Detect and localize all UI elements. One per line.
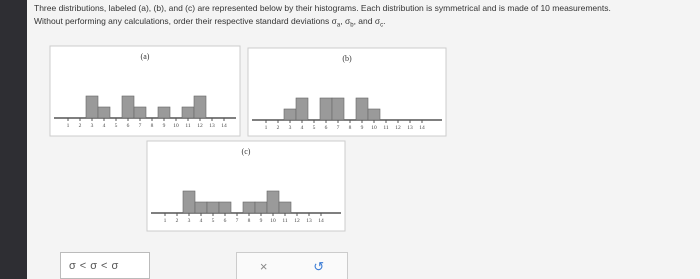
x-tick-label: 11 — [282, 218, 288, 224]
x-tick-label: 11 — [383, 125, 389, 131]
operator: < — [101, 259, 108, 272]
bar — [194, 201, 208, 214]
x-tick-label: 14 — [221, 123, 227, 129]
subscript: b — [350, 22, 354, 29]
x-tick-label: 9 — [260, 218, 263, 224]
bar — [182, 190, 196, 214]
answer-box[interactable]: σ < σ < σ — [60, 252, 150, 279]
x-tick-label: 4 — [301, 125, 304, 131]
bar — [133, 106, 147, 119]
subscript: c — [380, 22, 384, 29]
histogram-label: (b) — [342, 54, 352, 63]
operator: < — [79, 259, 87, 272]
x-tick-label: 6 — [224, 218, 227, 224]
x-tick-label: 6 — [127, 123, 130, 129]
x-tick-label: 14 — [419, 125, 425, 131]
bar — [367, 108, 381, 121]
bar — [218, 201, 232, 214]
bar — [283, 108, 297, 121]
x-tick-label: 11 — [185, 123, 191, 129]
x-tick-label: 7 — [236, 218, 239, 224]
x-tick-label: 12 — [294, 218, 300, 224]
bar — [319, 97, 333, 121]
x-tick-label: 5 — [115, 123, 118, 129]
answer-slot[interactable]: σ — [90, 259, 98, 272]
x-tick-label: 5 — [212, 218, 215, 224]
x-tick-label: 10 — [173, 123, 179, 129]
x-tick-label: 9 — [361, 125, 364, 131]
bar — [295, 97, 309, 121]
bar — [85, 95, 99, 119]
button-bar: × ↺ — [236, 252, 348, 279]
x-tick-label: 13 — [306, 218, 312, 224]
x-tick-label: 3 — [91, 123, 94, 129]
x-tick-label: 5 — [313, 125, 316, 131]
x-tick-label: 9 — [163, 123, 166, 129]
x-tick-label: 12 — [395, 125, 401, 131]
undo-button[interactable]: ↺ — [313, 258, 325, 274]
subscript: a — [336, 22, 341, 29]
bar — [331, 97, 345, 121]
x-tick-label: 10 — [270, 218, 276, 224]
x-tick-label: 1 — [265, 125, 268, 131]
text: , and σ — [353, 16, 381, 26]
answer-slot[interactable]: σ — [111, 259, 119, 272]
text: . — [383, 16, 386, 26]
bar — [97, 106, 111, 119]
x-tick-label: 2 — [176, 218, 179, 224]
x-tick-label: 2 — [79, 123, 82, 129]
x-tick-label: 7 — [337, 125, 340, 131]
bar — [181, 106, 195, 119]
bar — [157, 106, 171, 119]
histograms: (a)1 2 3 4 5 6 7 8 9 10 11 12 13 14(b)1 2 3 4 5 6 7 8 9 10 11 12… — [49, 45, 447, 232]
bar — [266, 190, 280, 214]
bar — [254, 201, 268, 214]
x-tick-label: 4 — [200, 218, 203, 224]
text: Without performing any calculations, ord… — [34, 16, 337, 26]
x-tick-label: 1 — [164, 218, 167, 224]
x-tick-label: 3 — [188, 218, 191, 224]
x-tick-label: 10 — [371, 125, 377, 131]
x-tick-label: 13 — [209, 123, 215, 129]
x-tick-label: 3 — [289, 125, 292, 131]
x-tick-label: 8 — [248, 218, 251, 224]
x-tick-label: 6 — [325, 125, 328, 131]
x-tick-label: 13 — [407, 125, 413, 131]
question-line: Without performing any calculations, ord… — [34, 15, 611, 33]
clear-button[interactable]: × — [259, 259, 268, 274]
bar — [206, 201, 220, 214]
bar — [242, 201, 256, 214]
x-tick-label: 1 — [67, 123, 70, 129]
histogram-label: (c) — [242, 147, 251, 156]
x-tick-label: 8 — [349, 125, 352, 131]
histogram-panel — [49, 45, 241, 137]
x-tick-label: 2 — [277, 125, 280, 131]
answer-slot[interactable]: σ — [69, 259, 76, 272]
x-tick-label: 12 — [197, 123, 203, 129]
histogram-panel — [247, 47, 447, 137]
bar — [193, 95, 207, 119]
histogram-label: (a) — [141, 52, 150, 61]
x-tick-label: 14 — [318, 218, 324, 224]
x-tick-label: 7 — [139, 123, 142, 129]
text: , σ — [340, 16, 351, 26]
question-line: Three distributions, labeled (a), (b), a… — [34, 3, 611, 13]
x-tick-label: 4 — [103, 123, 106, 129]
x-tick-label: 8 — [151, 123, 154, 129]
histogram-panel — [146, 140, 346, 232]
bar — [121, 95, 135, 119]
bar — [278, 201, 292, 214]
bar — [355, 97, 369, 121]
sidebar — [0, 0, 27, 279]
question: Three distributions, labeled (a), (b), a… — [34, 2, 611, 33]
